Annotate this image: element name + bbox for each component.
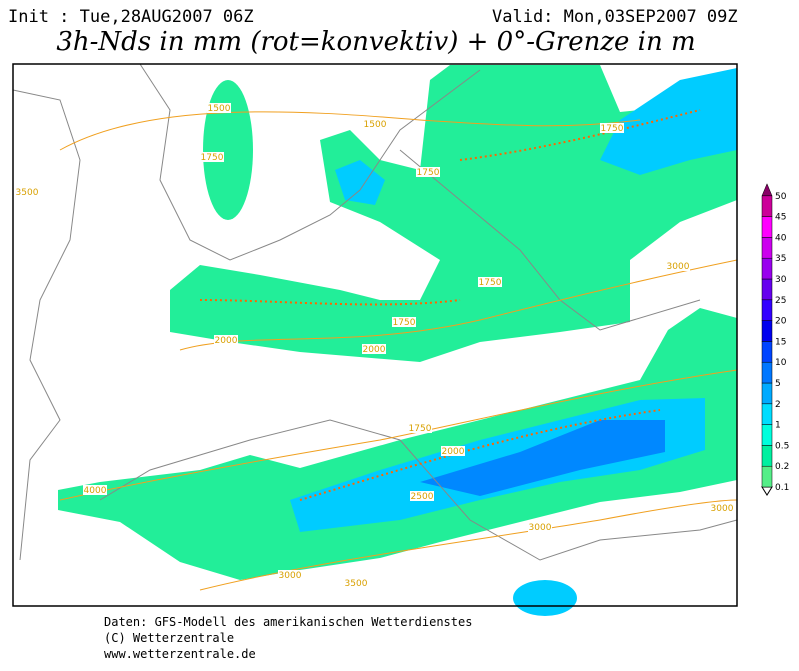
footer-copyright: (C) Wetterzentrale — [104, 631, 234, 645]
contour-label-box — [392, 317, 416, 327]
legend-swatch — [761, 445, 773, 467]
contour-label-box — [200, 152, 224, 162]
legend-swatch — [761, 382, 773, 405]
contour-labels: 1500 1750 1500 1750 1750 1750 1750 2000 2000 3000… — [15, 103, 734, 589]
legend-label: 15 — [775, 337, 786, 347]
footer-url: www.wetterzentrale.de — [104, 647, 256, 661]
contour-label-box — [363, 119, 387, 129]
legend-label: 1 — [775, 421, 781, 431]
legend-label: 0.1 — [775, 483, 789, 493]
legend-swatch — [761, 403, 773, 425]
legend-swatch — [761, 320, 773, 342]
contour-label-box — [278, 570, 302, 580]
legend-bottom-tip — [761, 486, 773, 496]
contour-label: 3000 — [667, 262, 690, 272]
contour-label: 1500 — [364, 120, 387, 130]
contour-label-box — [710, 503, 734, 513]
legend-label: 25 — [775, 296, 786, 306]
legend-label: 20 — [775, 317, 787, 327]
legend-swatch — [761, 424, 773, 446]
legend-swatch — [761, 361, 773, 384]
contour-label-box — [344, 578, 368, 588]
footer-source: Daten: GFS-Modell des amerikanischen Wet… — [104, 615, 472, 629]
legend-swatch — [761, 465, 773, 488]
init-time: Init : Tue,28AUG2007 06Z — [8, 7, 254, 27]
legend-swatch — [761, 257, 773, 280]
legend-label: 5 — [775, 379, 781, 389]
contour-label-box — [408, 423, 432, 433]
contour-label: 1750 — [601, 124, 624, 134]
contour-label: 1750 — [409, 424, 432, 434]
contour-label-box — [528, 522, 552, 532]
contour-label: 2500 — [411, 492, 434, 502]
contour-label: 1750 — [479, 278, 502, 288]
legend-label: 10 — [775, 358, 787, 368]
contour-label: 4000 — [84, 486, 107, 496]
contour-label-box — [410, 491, 434, 501]
contour-label-box — [478, 277, 502, 287]
legend-label: 30 — [775, 275, 787, 285]
contour-label-box — [83, 485, 107, 495]
map — [12, 63, 738, 616]
contour-label: 2000 — [442, 447, 465, 457]
contour-label: 3500 — [345, 579, 368, 589]
contour-label: 1750 — [201, 153, 224, 163]
contour-label: 3000 — [711, 504, 734, 514]
legend-label: 2 — [775, 400, 781, 410]
contour-label-box — [416, 167, 440, 177]
contour-label-box — [666, 261, 690, 271]
legend-label: 40 — [775, 233, 787, 243]
legend-swatch — [761, 195, 773, 217]
legend-label: 35 — [775, 254, 786, 264]
legend-swatch — [761, 299, 773, 321]
legend-swatch — [761, 341, 773, 363]
contour-label-box — [441, 446, 465, 456]
legend-label: 0.5 — [775, 441, 789, 451]
contour-label: 1750 — [393, 318, 416, 328]
legend-label: 45 — [775, 213, 786, 223]
contour-label: 1750 — [417, 168, 440, 178]
contour-label: 2000 — [215, 336, 238, 346]
contour-label-box — [600, 123, 624, 133]
contour-label: 3000 — [279, 571, 302, 581]
contour-label: 3500 — [16, 188, 39, 198]
contour-label: 3000 — [529, 523, 552, 533]
contour-label-box — [15, 187, 39, 197]
contour-label: 2000 — [363, 345, 386, 355]
legend-label: 0.2 — [775, 462, 789, 472]
contour-label-box — [362, 344, 386, 354]
map-title: 3h-Nds in mm (rot=konvektiv) + 0°-Grenze… — [56, 27, 695, 57]
contour-label-box — [214, 335, 238, 345]
contour-label-box — [207, 103, 231, 113]
legend-swatch — [761, 278, 773, 301]
legend-swatch — [761, 237, 773, 259]
legend-top-tip — [761, 183, 773, 197]
contour-label: 1500 — [208, 104, 231, 114]
legend-label: 50 — [775, 192, 787, 202]
valid-time: Valid: Mon,03SEP2007 09Z — [492, 7, 738, 27]
legend-swatch — [761, 216, 773, 238]
